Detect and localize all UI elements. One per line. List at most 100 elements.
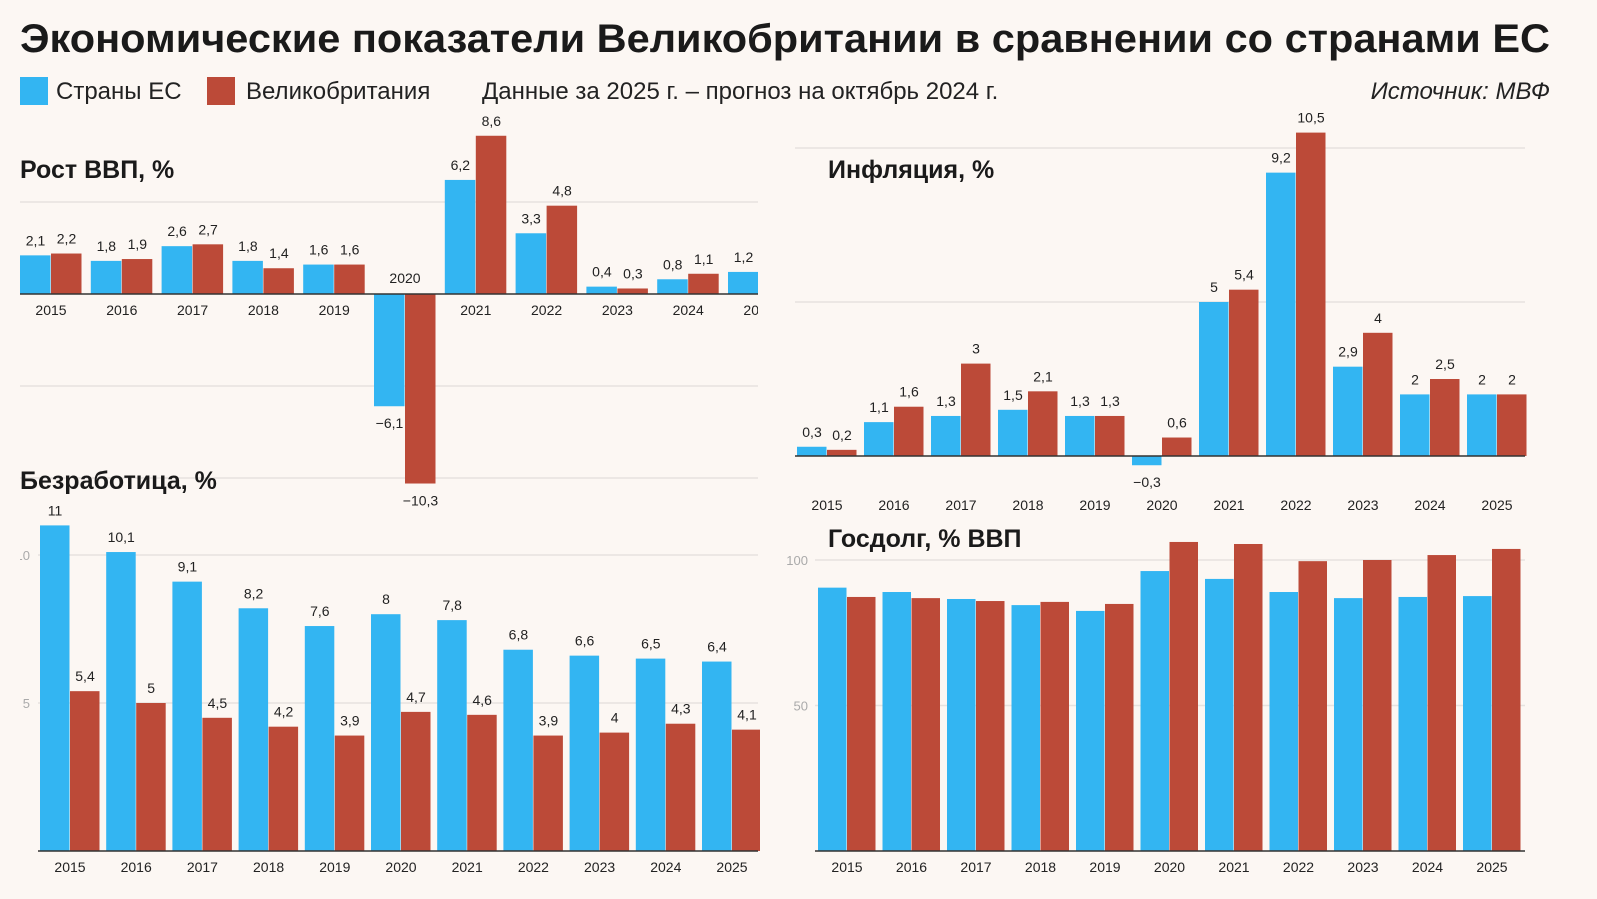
value-label: 1,6 [309, 242, 329, 258]
x-tick-label: 2022 [531, 302, 562, 318]
eu-bar-2023 [1333, 366, 1363, 456]
x-tick-label: 2021 [452, 859, 483, 875]
uk-bar-2021 [1234, 543, 1263, 851]
eu-bar-2024 [657, 279, 688, 294]
x-tick-label: 2022 [1283, 859, 1314, 875]
eu-bar-2015 [797, 446, 827, 456]
value-label: 5,4 [75, 668, 95, 684]
eu-bar-2025 [1463, 596, 1492, 851]
eu-bar-2025 [1467, 394, 1497, 456]
forecast-note: Данные за 2025 г. – прогноз на октябрь 2… [482, 78, 998, 105]
x-tick-label: 2023 [602, 302, 633, 318]
eu-bar-2018 [238, 608, 269, 851]
legend-label-eu: Страны ЕС [56, 78, 182, 105]
value-label: 2,9 [1338, 344, 1358, 360]
x-tick-label: 2025 [743, 302, 774, 318]
value-label: 10,5 [1297, 110, 1324, 126]
x-tick-label: 2018 [248, 302, 279, 318]
uk-bar-2023 [599, 732, 630, 851]
value-label: 4,7 [406, 689, 426, 705]
eu-bar-2017 [161, 246, 193, 294]
x-tick-label: 2018 [253, 859, 284, 875]
x-tick-label: 2017 [187, 859, 218, 875]
uk-bar-2018 [1040, 601, 1069, 851]
value-label: 1,4 [269, 245, 289, 261]
uk-bar-2015 [847, 596, 876, 851]
uk-bar-2024 [1430, 379, 1460, 456]
value-label: 0,3 [802, 424, 822, 440]
x-tick-label: 2015 [35, 302, 66, 318]
value-label: 4,5 [208, 695, 228, 711]
eu-bar-2024 [1398, 596, 1427, 851]
x-tick-label: 2019 [319, 302, 350, 318]
uk-bar-2025 [1492, 548, 1521, 851]
eu-bar-2022 [503, 649, 533, 851]
inflation-chart-title: Инфляция, % [828, 156, 994, 184]
uk-bar-2017 [192, 244, 224, 294]
value-label: 1,5 [1003, 387, 1023, 403]
eu-bar-2024 [635, 658, 666, 851]
x-tick-label: 2020 [1146, 497, 1177, 513]
x-tick-label: 2015 [831, 859, 862, 875]
uk-bar-2022 [1296, 132, 1326, 456]
uk-bar-2020 [1162, 437, 1192, 456]
eu-bar-2019 [1076, 610, 1105, 851]
value-label: 8 [382, 591, 390, 607]
inflation-chart: 0,3 0,2 2015 1,1 1,6 2016 1,3 3 2017 1,5 2,1 2018 1,… [795, 110, 1527, 513]
x-tick-label: 2022 [1280, 497, 1311, 513]
eu-bar-2021 [444, 179, 476, 294]
uk-bar-2018 [1028, 391, 1058, 456]
x-tick-label: 2016 [896, 859, 927, 875]
legend-swatch-uk [207, 77, 235, 105]
gdp-chart-title: Рост ВВП, % [20, 156, 174, 184]
x-tick-label: 2024 [673, 302, 704, 318]
eu-bar-2015 [818, 587, 847, 851]
uk-bar-2016 [894, 406, 924, 456]
value-label: 1,8 [97, 238, 117, 254]
uk-bar-2019 [1105, 603, 1134, 851]
eu-bar-2021 [437, 620, 467, 851]
eu-bar-2025 [728, 271, 758, 294]
eu-bar-2024 [1400, 394, 1430, 456]
value-label: 3 [972, 341, 980, 357]
x-tick-label: 2025 [1476, 859, 1507, 875]
unemployment-chart-title: Безработица, % [20, 467, 217, 495]
uk-bar-2018 [268, 726, 299, 851]
eu-bar-2021 [1199, 302, 1229, 456]
value-label: 9,1 [178, 559, 198, 575]
eu-bar-2023 [586, 286, 617, 294]
x-tick-label: 2018 [1012, 497, 1043, 513]
value-label: 1,3 [936, 393, 956, 409]
gdp-growth-chart: 2,1 2,2 2015 1,8 1,9 2016 2,6 2,7 2017 1,8 1,4 2018… [20, 113, 774, 509]
value-label: 2 [1411, 371, 1419, 387]
value-label: 10,1 [108, 529, 135, 545]
value-label: 5,4 [1234, 267, 1254, 283]
value-label: −6,1 [376, 415, 404, 431]
value-label: 4,8 [552, 183, 572, 199]
eu-bar-2016 [106, 552, 136, 851]
x-tick-label: 2016 [106, 302, 137, 318]
x-tick-label: 2022 [518, 859, 549, 875]
value-label: 8,6 [482, 113, 502, 129]
eu-bar-2020 [1132, 456, 1162, 466]
main-title: Экономические показатели Великобритании … [20, 17, 1550, 61]
value-label: 1,2 [734, 249, 754, 265]
eu-bar-2022 [1266, 172, 1296, 456]
uk-bar-2020 [405, 294, 436, 484]
eu-bar-2021 [1205, 578, 1234, 851]
uk-bar-2015 [70, 691, 100, 851]
eu-bar-2017 [931, 415, 961, 456]
eu-bar-2018 [998, 409, 1028, 456]
legend-label-uk: Великобритания [246, 78, 430, 105]
x-tick-label: 2017 [177, 302, 208, 318]
legend-swatch-eu [20, 77, 48, 105]
value-label: 2 [1478, 371, 1486, 387]
x-tick-label: 2024 [650, 859, 681, 875]
x-tick-label: 2021 [1218, 859, 1249, 875]
value-label: 7,8 [442, 597, 462, 613]
eu-bar-2020 [371, 614, 401, 851]
value-label: 1,8 [238, 238, 258, 254]
uk-bar-2022 [533, 735, 563, 851]
x-tick-label: 2023 [1347, 497, 1378, 513]
